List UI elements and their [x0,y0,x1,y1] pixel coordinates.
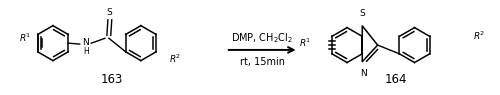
Text: S: S [360,9,365,18]
Text: N: N [360,69,366,78]
Text: R$^2$: R$^2$ [170,52,181,65]
Text: DMP, CH$_2$Cl$_2$: DMP, CH$_2$Cl$_2$ [231,31,293,45]
Text: R$^1$: R$^1$ [300,37,311,49]
Text: 163: 163 [101,73,124,86]
Text: 164: 164 [384,73,407,86]
Text: R$^2$: R$^2$ [474,29,485,42]
Text: H: H [84,47,89,56]
Text: N: N [82,38,89,47]
Text: rt, 15min: rt, 15min [240,57,284,67]
Text: R$^1$: R$^1$ [19,31,31,44]
Text: S: S [106,8,112,17]
